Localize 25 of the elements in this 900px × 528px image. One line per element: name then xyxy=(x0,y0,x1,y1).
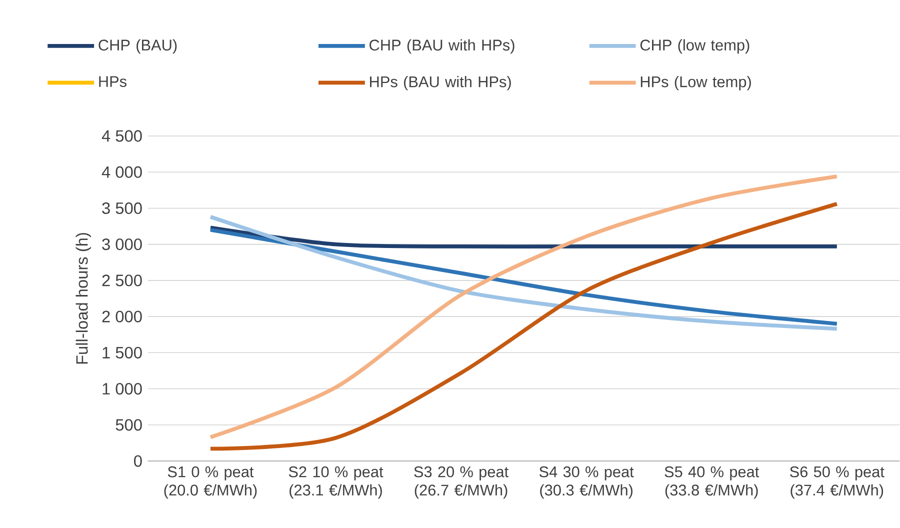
y-tick-label: 4 500 xyxy=(102,130,142,142)
legend-label: CHP (BAU with HPs) xyxy=(370,39,514,54)
y-tick-label: 1 000 xyxy=(102,382,142,395)
y-tick-label: 3 000 xyxy=(102,238,142,250)
legend-label: CHP (low temp) xyxy=(640,39,750,54)
legend-label: HPs xyxy=(99,76,126,87)
legend-label: CHP (BAU) xyxy=(98,39,177,54)
x-tick-label: S6 50 % peat (37.4 €/MWh) xyxy=(790,466,884,499)
x-tick-label: S3 20 % peat (26.7 €/MWh) xyxy=(414,466,508,499)
x-tick-label: S2 10 % peat (23.1 €/MWh) xyxy=(288,466,384,499)
y-tick-label: 1 500 xyxy=(102,346,142,358)
line-series xyxy=(208,214,839,331)
x-tick-label: S4 30 % peat (30.3 €/MWh) xyxy=(539,466,634,499)
legend-label: HPs (Low temp) xyxy=(640,76,751,90)
y-axis-title: Full-load hours (h) xyxy=(76,232,92,364)
line-series xyxy=(208,228,839,326)
x-tick-label: S5 40 % peat (33.8 €/MWh) xyxy=(664,466,760,499)
legend-label: HPs (BAU with HPs) xyxy=(370,76,511,90)
y-tick-label: 4 000 xyxy=(102,166,142,178)
y-tick-label: 500 xyxy=(116,419,142,431)
y-tick-label: 2 500 xyxy=(102,274,142,286)
y-tick-label: 2 000 xyxy=(102,310,142,322)
y-tick-label: 0 xyxy=(134,455,142,467)
y-tick-label: 3 500 xyxy=(102,202,142,214)
x-tick-label: S1 0 % peat (20.0 €/MWh) xyxy=(164,466,257,499)
